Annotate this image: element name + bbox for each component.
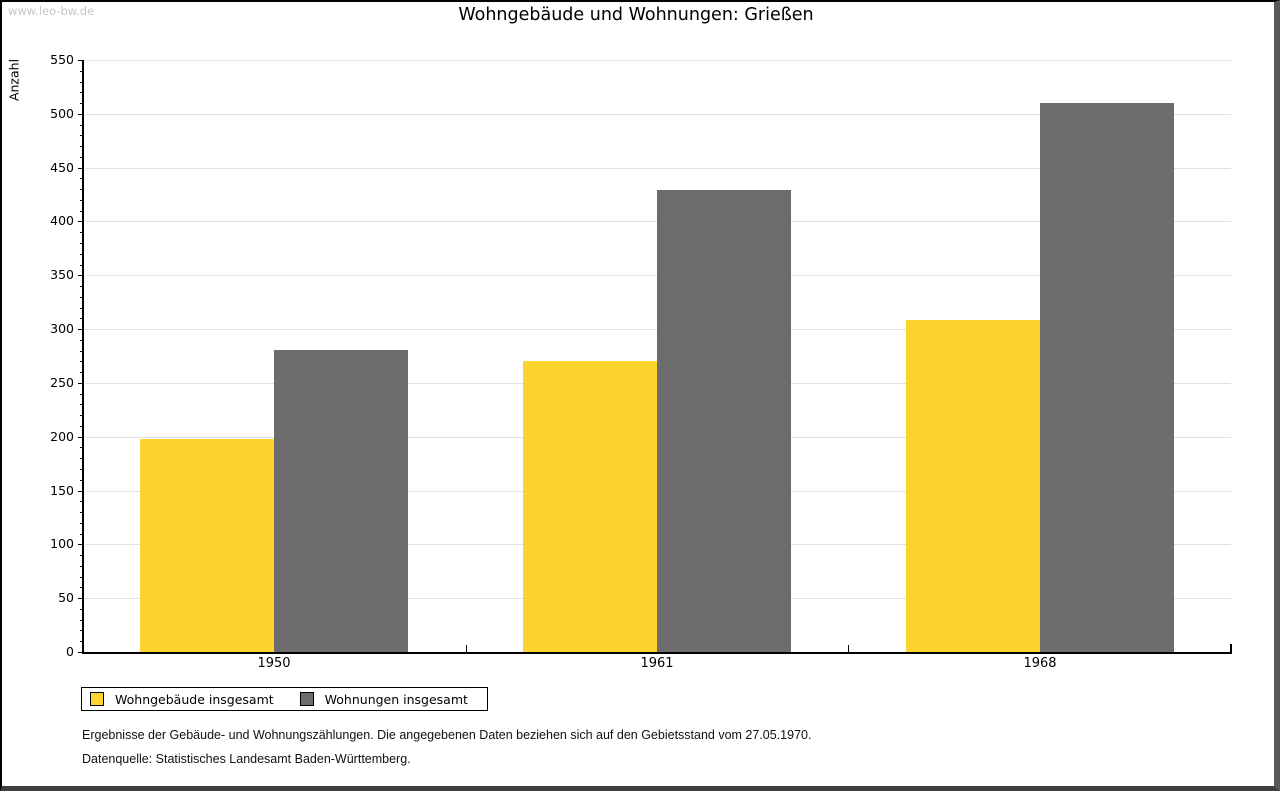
chart-title: Wohngebäude und Wohnungen: Grießen: [458, 5, 814, 25]
legend-swatch-wohnungen: [299, 692, 314, 706]
y-major-tick-300: [78, 329, 83, 330]
y-minor-tick: [80, 297, 83, 298]
y-tick-label-550: 550: [50, 52, 74, 67]
y-minor-tick: [80, 609, 83, 610]
y-major-tick-100: [78, 544, 83, 545]
y-major-tick-0: [78, 652, 83, 653]
y-tick-label-100: 100: [50, 536, 74, 551]
y-major-tick-200: [78, 437, 83, 438]
y-minor-tick: [80, 82, 83, 83]
y-minor-tick: [80, 458, 83, 459]
y-minor-tick: [80, 415, 83, 416]
y-minor-tick: [80, 577, 83, 578]
bar-1968-wohngebaeude: [906, 320, 1040, 652]
y-major-tick-150: [78, 491, 83, 492]
y-minor-tick: [80, 447, 83, 448]
bar-1961-wohnungen: [657, 190, 791, 652]
y-minor-tick: [80, 92, 83, 93]
y-minor-tick: [80, 361, 83, 362]
y-tick-label-350: 350: [50, 267, 74, 282]
y-minor-tick: [80, 394, 83, 395]
x-category-label-1961: 1961: [640, 656, 674, 671]
y-minor-tick: [80, 125, 83, 126]
y-minor-tick: [80, 232, 83, 233]
y-major-tick-250: [78, 383, 83, 384]
y-minor-tick: [80, 178, 83, 179]
legend-item-wohngebaeude: Wohngebäude insgesamt: [90, 692, 274, 707]
y-axis-title: Anzahl: [6, 58, 22, 102]
y-minor-tick: [80, 318, 83, 319]
watermark: www.leo-bw.de: [8, 4, 95, 18]
bar-1961-wohngebaeude: [523, 361, 657, 652]
y-minor-tick: [80, 469, 83, 470]
x-axis-line: [82, 652, 1232, 654]
y-minor-tick: [80, 480, 83, 481]
y-minor-tick: [80, 308, 83, 309]
bar-1950-wohnungen: [274, 350, 408, 652]
x-category-label-1968: 1968: [1023, 656, 1057, 671]
x-category-label-1950: 1950: [257, 656, 291, 671]
y-minor-tick: [80, 512, 83, 513]
y-minor-tick: [80, 404, 83, 405]
y-minor-tick: [80, 211, 83, 212]
y-minor-tick: [80, 501, 83, 502]
y-minor-tick: [80, 620, 83, 621]
bar-1950-wohngebaeude: [140, 439, 274, 652]
y-minor-tick: [80, 523, 83, 524]
datasource-text: Datenquelle: Statistisches Landesamt Bad…: [82, 752, 411, 766]
legend-swatch-wohngebaeude: [90, 692, 104, 706]
y-minor-tick: [80, 243, 83, 244]
y-tick-label-0: 0: [66, 644, 74, 659]
y-major-tick-400: [78, 221, 83, 222]
y-minor-tick: [80, 555, 83, 556]
y-tick-label-450: 450: [50, 160, 74, 175]
y-major-tick-550: [78, 60, 83, 61]
y-tick-label-500: 500: [50, 106, 74, 121]
y-minor-tick: [80, 135, 83, 136]
y-tick-label-250: 250: [50, 375, 74, 390]
y-minor-tick: [80, 189, 83, 190]
x-section-tick: [848, 645, 849, 652]
y-minor-tick: [80, 630, 83, 631]
legend-label-wohnungen: Wohnungen insgesamt: [324, 691, 468, 707]
y-minor-tick: [80, 200, 83, 201]
y-major-tick-350: [78, 275, 83, 276]
y-minor-tick: [80, 265, 83, 266]
x-axis-end-tick: [1230, 644, 1232, 652]
y-major-tick-50: [78, 598, 83, 599]
y-tick-label-50: 50: [58, 590, 74, 605]
y-minor-tick: [80, 566, 83, 567]
x-section-tick: [466, 645, 467, 652]
y-minor-tick: [80, 351, 83, 352]
y-minor-tick: [80, 254, 83, 255]
y-minor-tick: [80, 71, 83, 72]
y-minor-tick: [80, 641, 83, 642]
y-minor-tick: [80, 372, 83, 373]
y-major-tick-500: [78, 114, 83, 115]
y-tick-label-200: 200: [50, 429, 74, 444]
y-tick-label-150: 150: [50, 483, 74, 498]
gridline-550: [85, 60, 1231, 61]
y-major-tick-450: [78, 168, 83, 169]
y-minor-tick: [80, 103, 83, 104]
y-tick-label-300: 300: [50, 321, 74, 336]
legend-label-wohngebaeude: Wohngebäude insgesamt: [115, 691, 274, 707]
footnote-text: Ergebnisse der Gebäude- und Wohnungszähl…: [82, 728, 812, 742]
y-minor-tick: [80, 426, 83, 427]
y-minor-tick: [80, 146, 83, 147]
y-minor-tick: [80, 157, 83, 158]
y-tick-label-400: 400: [50, 213, 74, 228]
gridline-500: [85, 114, 1231, 115]
legend: Wohngebäude insgesamt Wohnungen insgesam…: [81, 687, 488, 711]
bar-1968-wohnungen: [1040, 103, 1174, 652]
y-minor-tick: [80, 587, 83, 588]
y-minor-tick: [80, 534, 83, 535]
y-axis-line: [82, 60, 84, 654]
y-minor-tick: [80, 286, 83, 287]
y-minor-tick: [80, 340, 83, 341]
gridline-450: [85, 168, 1231, 169]
legend-item-wohnungen: Wohnungen insgesamt: [299, 691, 468, 707]
